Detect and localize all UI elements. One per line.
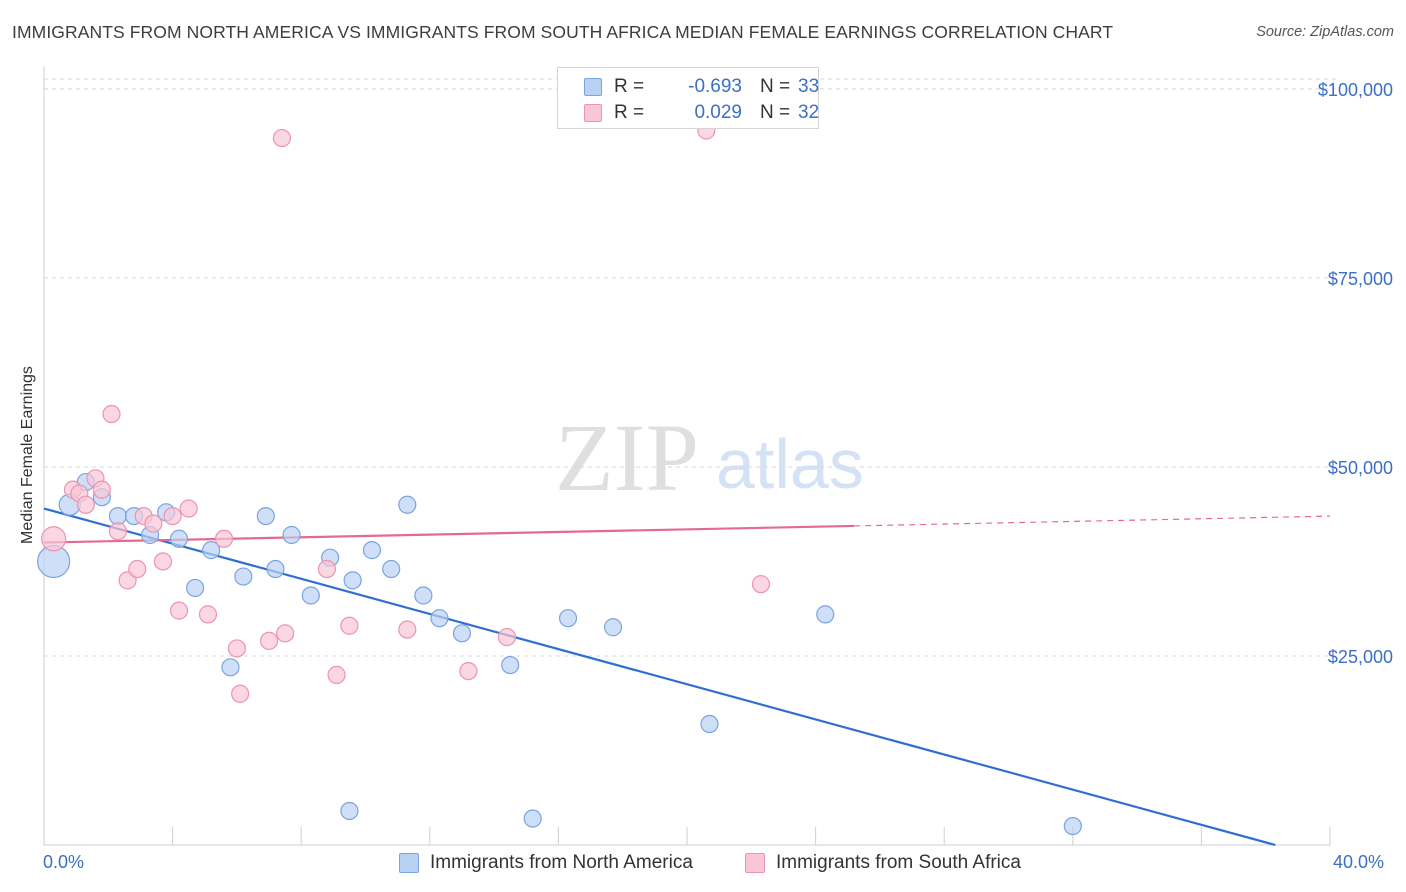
x-tick-label-min: 0.0% [43,852,85,872]
point-south-africa [76,495,95,514]
point-north-america [816,605,835,624]
point-north-america [221,658,240,677]
legend-swatch-blue [584,78,602,96]
point-north-america [169,529,189,548]
r-label: R = [614,102,645,123]
point-north-america [202,541,221,560]
trendline-south-africa [43,524,855,544]
n-value: 32 [798,102,820,123]
point-north-america [282,525,301,545]
point-south-africa [153,552,173,571]
tick-labels: $25,000 $50,000 $75,000 $100,000 [1318,80,1393,667]
point-south-africa [317,559,337,579]
point-north-america [430,609,449,628]
n-label: N = [760,76,791,97]
r-label: R = [614,76,645,97]
legend-label: Immigrants from North America [430,852,693,873]
x-tick-label-max: 40.0% [1333,852,1385,872]
n-value: 33 [798,76,820,97]
axes [43,66,1331,846]
point-south-africa [459,661,478,681]
legend-swatch-blue [399,853,419,873]
point-south-africa [227,639,246,658]
point-north-america [558,609,578,628]
point-south-africa [276,624,295,643]
point-south-africa [108,522,128,541]
source-credit: Source: ZipAtlas.com [1256,24,1394,40]
point-south-africa [144,514,163,533]
watermark: ZIP atlas [555,404,864,511]
point-north-america [1063,816,1082,836]
point-south-africa [272,128,292,148]
legend-swatch-pink [745,853,765,873]
point-north-america [382,559,401,579]
point-north-america [340,801,359,821]
n-label: N = [760,102,791,123]
y-tick-label: $25,000 [1328,647,1393,667]
watermark-zip: ZIP [555,404,699,511]
point-south-africa [179,499,198,518]
point-north-america [501,655,520,675]
y-tick-label: $75,000 [1328,269,1393,289]
point-south-africa [169,601,189,620]
point-north-america [362,541,382,560]
point-north-america [452,624,472,643]
point-south-africa [497,627,517,647]
watermark-atlas: atlas [716,425,864,503]
point-south-africa [327,665,346,684]
point-north-america [108,506,128,526]
point-north-america [523,809,542,828]
r-value: 0.029 [694,102,742,123]
legend-label: Immigrants from South Africa [776,852,1021,873]
point-north-america [343,571,362,590]
chart-title: IMMIGRANTS FROM NORTH AMERICA VS IMMIGRA… [12,22,1114,42]
point-south-africa [751,575,771,594]
point-south-africa [398,620,417,639]
y-tick-label: $50,000 [1328,458,1393,478]
point-north-america [256,506,275,526]
point-south-africa [198,605,218,624]
point-south-africa [340,616,359,635]
point-south-africa [92,480,111,499]
point-south-africa [41,526,67,552]
point-south-africa [163,506,182,526]
point-south-africa [102,404,121,424]
legend-swatch-pink [584,104,602,122]
trendline-south-africa-extension [854,515,1331,527]
point-north-america [398,495,417,514]
point-south-africa [231,684,250,703]
point-north-america [700,714,719,734]
point-north-america [603,618,623,637]
point-north-america [234,567,253,586]
correlation-legend: R = -0.693 N = 33 R = 0.029 N = 32 [557,67,819,129]
point-south-africa [214,529,234,548]
point-north-america [266,559,285,579]
trendline-north-america [43,507,1276,847]
point-north-america [301,586,320,605]
y-tick-label: $100,000 [1318,80,1393,100]
point-north-america [414,586,433,605]
r-value: -0.693 [688,76,742,97]
point-south-africa [128,559,147,579]
point-north-america [186,578,205,598]
trendlines [43,507,1331,847]
point-south-africa [259,631,279,650]
data-points [37,121,1082,836]
